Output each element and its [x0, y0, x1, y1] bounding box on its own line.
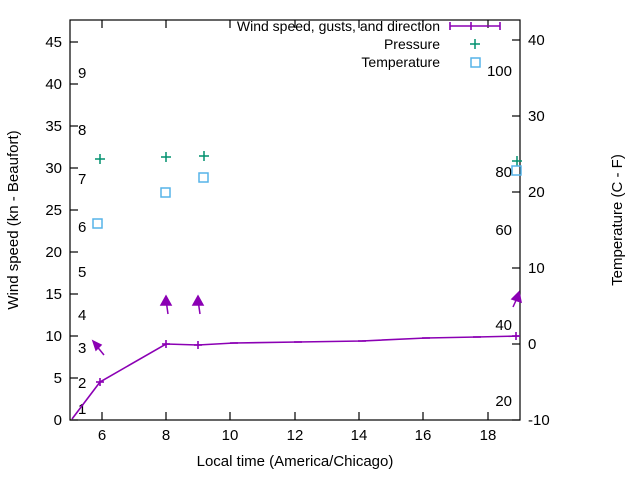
x-axis-tick-labels: 6 8 10 12 14 16 18 — [98, 427, 497, 444]
fahrenheit-label: 20 — [495, 393, 512, 410]
wind-direction-arrows — [91, 290, 522, 356]
y-left-tick-label: 20 — [45, 244, 62, 261]
pressure-marker — [95, 154, 105, 164]
beaufort-label: 9 — [78, 65, 86, 82]
series-wind-speed — [71, 290, 522, 420]
x-tick-label: 18 — [480, 427, 497, 444]
y-right-tick-label: 40 — [528, 32, 545, 49]
y-left-ticks — [70, 41, 78, 421]
fahrenheit-label: 40 — [495, 317, 512, 334]
legend-label-temperature: Temperature — [361, 54, 440, 70]
wind-direction-arrow — [91, 339, 105, 356]
x-tick-label: 14 — [351, 427, 368, 444]
x-tick-label: 12 — [287, 427, 304, 444]
temperature-marker — [160, 187, 171, 198]
x-tick-label: 16 — [415, 427, 432, 444]
y-right-axis-title: Temperature (C - F) — [609, 154, 626, 286]
wind-direction-arrow — [191, 294, 205, 315]
y-left-tick-label: 40 — [45, 76, 62, 93]
wind-speed-point-markers — [96, 332, 520, 386]
beaufort-label: 6 — [78, 219, 86, 236]
pressure-marker — [161, 152, 171, 162]
y-right-tick-label: 10 — [528, 260, 545, 277]
x-tick-label: 10 — [222, 427, 239, 444]
beaufort-label: 8 — [78, 122, 86, 139]
y-left-tick-label: 35 — [45, 118, 62, 135]
beaufort-label: 2 — [78, 375, 86, 392]
y-left-tick-labels: 0 5 10 15 20 25 30 35 40 45 — [45, 34, 62, 429]
legend-label-wind: Wind speed, gusts, and direction — [237, 18, 440, 34]
y-left-tick-label: 5 — [54, 370, 62, 387]
y-left-tick-label: 0 — [54, 412, 62, 429]
legend-swatch-wind — [449, 22, 501, 30]
pressure-marker — [512, 156, 522, 166]
wind-speed-line — [71, 335, 521, 420]
y-left-tick-label: 15 — [45, 286, 62, 303]
y-right-ticks — [512, 39, 520, 421]
y-right-tick-label: 0 — [528, 336, 536, 353]
beaufort-label: 1 — [78, 401, 86, 418]
y-left-tick-label: 10 — [45, 328, 62, 345]
plot-frame — [69, 19, 521, 421]
beaufort-inner-labels: 1 2 3 4 5 6 7 8 9 — [78, 65, 86, 418]
temperature-marker — [198, 172, 209, 183]
x-axis-ticks — [101, 20, 489, 420]
wind-direction-arrow — [510, 290, 522, 308]
beaufort-label: 5 — [78, 264, 86, 281]
y-left-tick-label: 25 — [45, 202, 62, 219]
y-left-axis-title: Wind speed (kn - Beaufort) — [5, 130, 22, 309]
fahrenheit-inner-labels: 20 40 60 80 100 — [487, 63, 512, 410]
y-left-tick-label: 30 — [45, 160, 62, 177]
chart-legend: Wind speed, gusts, and direction Pressur… — [237, 18, 501, 70]
temperature-marker — [511, 165, 522, 176]
temperature-marker — [92, 218, 103, 229]
y-left-tick-label: 45 — [45, 34, 62, 51]
x-axis-title: Local time (America/Chicago) — [197, 453, 394, 470]
fahrenheit-label: 60 — [495, 222, 512, 239]
pressure-marker — [199, 151, 209, 161]
series-pressure — [95, 151, 522, 166]
y-right-tick-labels: -10 0 10 20 30 40 — [528, 32, 550, 429]
legend-swatch-pressure — [470, 39, 480, 49]
beaufort-label: 3 — [78, 340, 86, 357]
x-tick-label: 8 — [162, 427, 170, 444]
series-temperature — [92, 165, 522, 229]
y-right-tick-label: 20 — [528, 184, 545, 201]
y-right-tick-label: 30 — [528, 108, 545, 125]
fahrenheit-label: 100 — [487, 63, 512, 80]
fahrenheit-label: 80 — [495, 164, 512, 181]
x-tick-label: 6 — [98, 427, 106, 444]
legend-swatch-temperature — [470, 57, 481, 68]
beaufort-label: 4 — [78, 307, 86, 324]
beaufort-label: 7 — [78, 171, 86, 188]
legend-label-pressure: Pressure — [384, 36, 440, 52]
wind-direction-arrow — [159, 294, 173, 315]
y-right-tick-label: -10 — [528, 412, 550, 429]
